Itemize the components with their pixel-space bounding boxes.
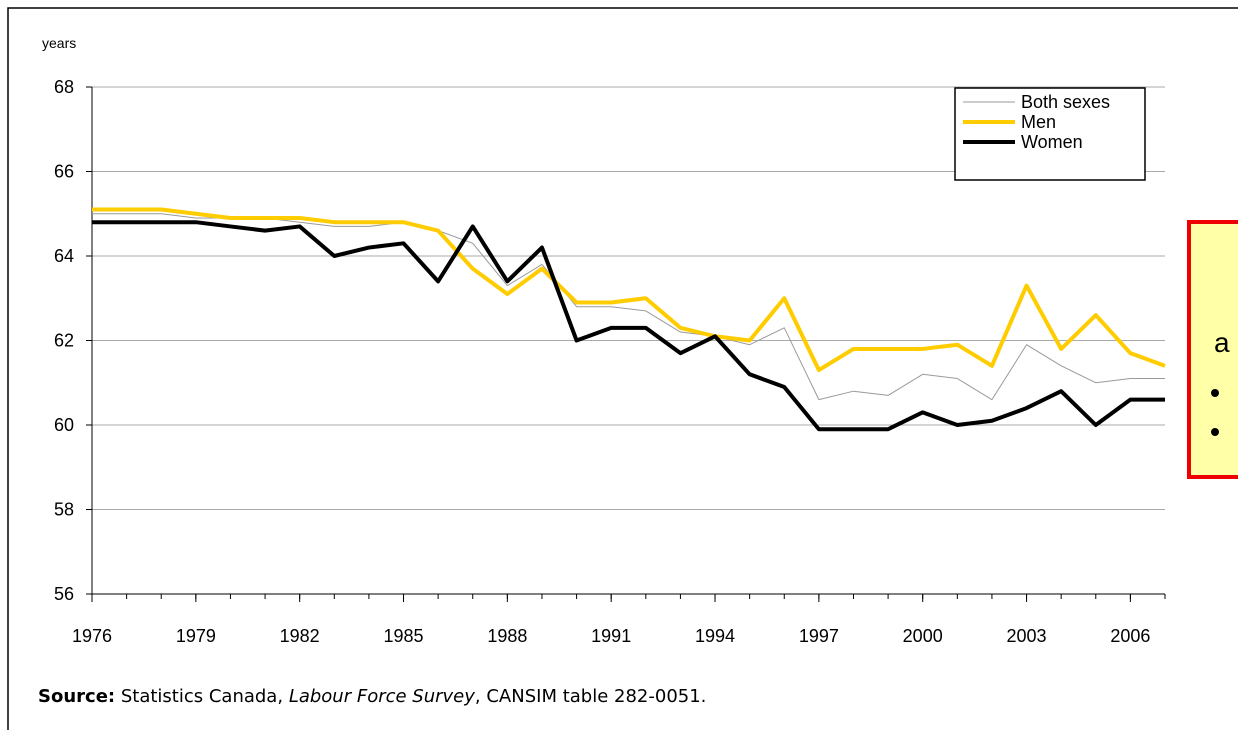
y-tick-label: 64 bbox=[54, 246, 74, 266]
x-tick-label: 2003 bbox=[1007, 626, 1047, 646]
callout-bullet bbox=[1211, 389, 1219, 397]
x-tick-label: 1988 bbox=[487, 626, 527, 646]
source: Source: Statistics Canada, Labour Force … bbox=[38, 686, 706, 707]
legend-label: Both sexes bbox=[1021, 92, 1110, 112]
y-tick-label: 60 bbox=[54, 415, 74, 435]
x-tick-label: 1976 bbox=[72, 626, 112, 646]
source-table: , CANSIM table 282-0051. bbox=[475, 686, 706, 707]
series-line bbox=[92, 220, 1165, 432]
source-survey: Labour Force Survey bbox=[289, 686, 475, 707]
x-tick-label: 1979 bbox=[176, 626, 216, 646]
source-org: Statistics Canada, bbox=[121, 686, 283, 707]
y-tick-label: 62 bbox=[54, 331, 74, 351]
x-tick-label: 1994 bbox=[695, 626, 735, 646]
callout-bullet bbox=[1211, 428, 1219, 436]
x-tick-label: 1991 bbox=[591, 626, 631, 646]
y-tick-label: 66 bbox=[54, 162, 74, 182]
callout-box bbox=[1187, 220, 1238, 479]
y-tick-label: 68 bbox=[54, 77, 74, 97]
legend-label: Men bbox=[1021, 112, 1056, 132]
x-tick-label: 2000 bbox=[903, 626, 943, 646]
series-line bbox=[92, 207, 1166, 373]
legend-box bbox=[954, 87, 1146, 181]
plot: 56 58 60 62 64 66 68 1976 1979 1982 1985 1988 1991 19… bbox=[54, 77, 1166, 646]
y-axis-label: years bbox=[42, 35, 76, 51]
x-tick-label: 1985 bbox=[383, 626, 423, 646]
callout-text: a bbox=[1214, 327, 1230, 358]
y-tick-label: 56 bbox=[54, 584, 74, 604]
source-label: Source: bbox=[38, 686, 115, 707]
legend-label: Women bbox=[1021, 132, 1083, 152]
x-tick-label: 1982 bbox=[280, 626, 320, 646]
y-tick-label: 58 bbox=[54, 500, 74, 520]
x-tick-label: 2006 bbox=[1110, 626, 1150, 646]
x-tick-label: 1997 bbox=[799, 626, 839, 646]
